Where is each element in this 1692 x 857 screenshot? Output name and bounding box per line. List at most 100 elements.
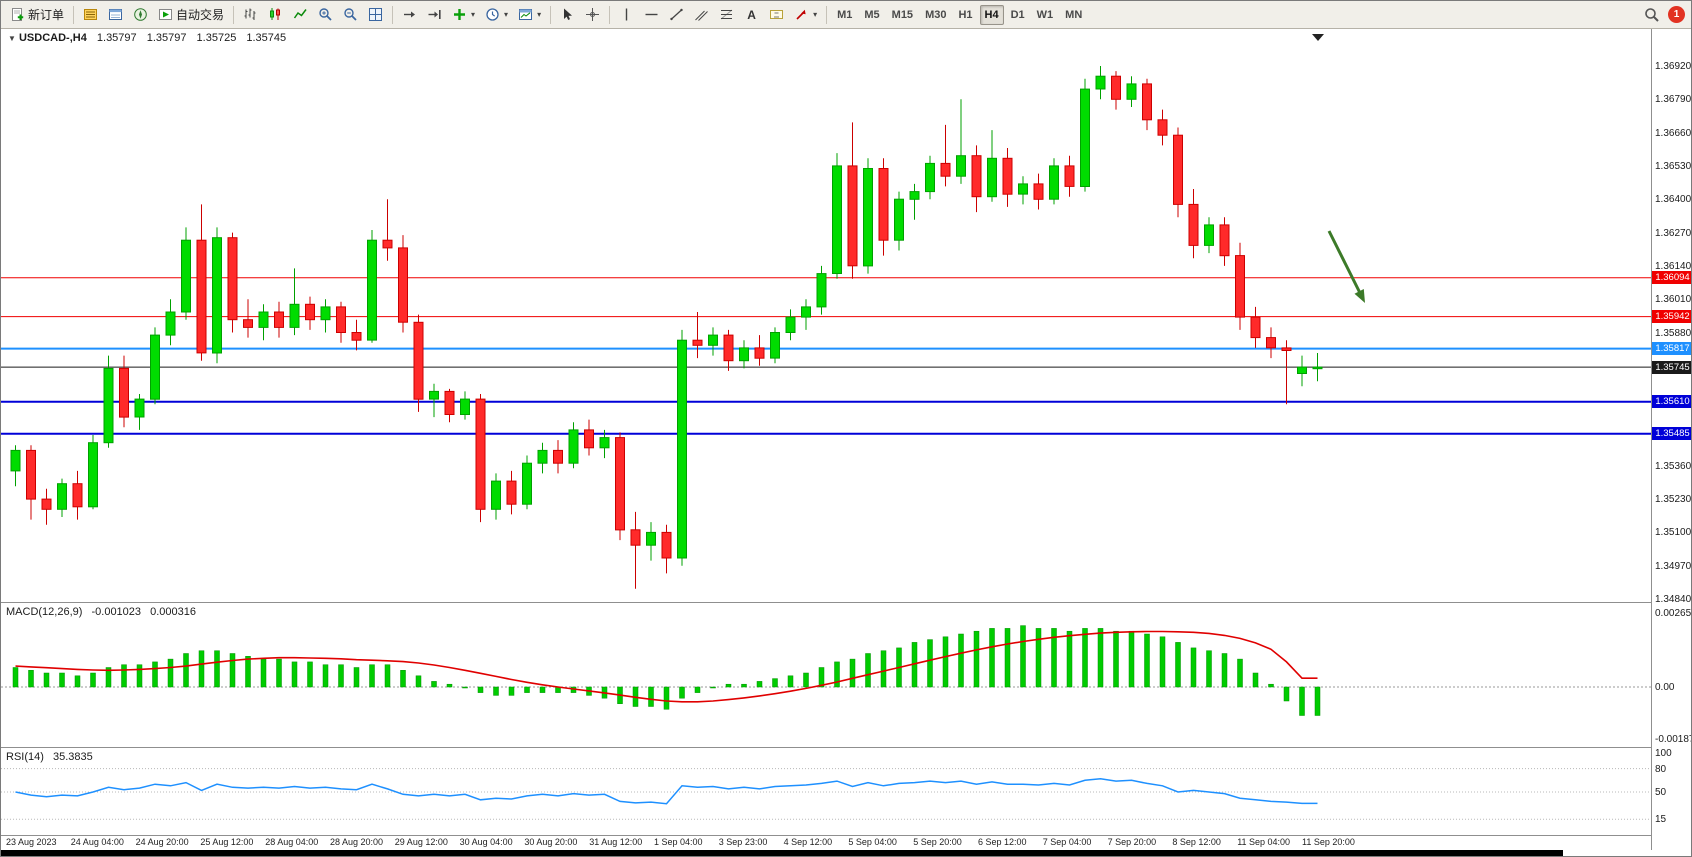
time-axis[interactable]: 23 Aug 2023 24 Aug 04:00 24 Aug 20:00 25 Au… bbox=[1, 836, 1651, 850]
notification-badge[interactable]: 1 bbox=[1668, 6, 1685, 23]
templates-button[interactable]: ▾ bbox=[514, 4, 545, 26]
axis-label: 1.36010 bbox=[1655, 294, 1692, 306]
macd-histogram-bar bbox=[756, 681, 763, 688]
toolbar-separator bbox=[826, 5, 828, 24]
macd-histogram-bar bbox=[865, 653, 871, 688]
fibonacci-button[interactable] bbox=[715, 4, 738, 26]
timeframe-button-d1[interactable]: D1 bbox=[1006, 5, 1030, 25]
data-window-button[interactable] bbox=[104, 4, 127, 26]
rsi-panel[interactable] bbox=[1, 748, 1651, 836]
macd-histogram-bar bbox=[1237, 658, 1243, 688]
time-axis-label: 24 Aug 20:00 bbox=[135, 837, 189, 847]
axis-label: 1.35360 bbox=[1655, 460, 1692, 472]
macd-canvas[interactable] bbox=[1, 603, 1651, 747]
timeframe-button-mn[interactable]: MN bbox=[1060, 5, 1087, 25]
line-chart-button[interactable] bbox=[289, 4, 312, 26]
candlestick bbox=[1266, 327, 1276, 359]
price-badge: 1.36094 bbox=[1652, 271, 1691, 285]
search-icon bbox=[1644, 7, 1659, 22]
bar-chart-button[interactable] bbox=[239, 4, 262, 26]
horizontal-line-button[interactable] bbox=[640, 4, 663, 26]
candlestick bbox=[41, 488, 52, 525]
price-axis[interactable]: 1.36920 1.36790 1.36660 1.36530 1.36400 1.362… bbox=[1652, 29, 1692, 850]
chevron-down-icon: ▾ bbox=[504, 10, 509, 19]
timeframe-button-h1[interactable]: H1 bbox=[953, 5, 977, 25]
zoom-out-button[interactable] bbox=[339, 4, 362, 26]
axis-label: 1.34840 bbox=[1655, 594, 1692, 605]
arrow-annotation-head[interactable] bbox=[1354, 289, 1366, 303]
main-chart-canvas[interactable] bbox=[1, 29, 1651, 602]
indicators-button[interactable]: ▾ bbox=[448, 4, 479, 26]
macd-name: MACD(12,26,9) bbox=[6, 606, 83, 618]
macd-panel[interactable] bbox=[1, 603, 1651, 748]
macd-histogram-bar bbox=[1144, 633, 1150, 688]
cursor-button[interactable] bbox=[556, 4, 579, 26]
search-button[interactable] bbox=[1640, 4, 1663, 26]
macd-histogram-bar bbox=[1299, 686, 1305, 716]
equidistant-channel-button[interactable] bbox=[690, 4, 713, 26]
toolbar-separator bbox=[73, 5, 75, 24]
zoom-in-button[interactable] bbox=[314, 4, 337, 26]
candlestick bbox=[429, 383, 439, 418]
candlestick bbox=[382, 199, 393, 261]
timeframe-button-w1[interactable]: W1 bbox=[1032, 5, 1059, 25]
time-axis-label: 29 Aug 12:00 bbox=[394, 837, 448, 847]
macd-histogram-bar bbox=[787, 675, 794, 688]
candlestick bbox=[491, 473, 501, 520]
macd-histogram-bar bbox=[477, 686, 484, 693]
chart-shift-marker[interactable] bbox=[1312, 34, 1324, 41]
timeframe-button-m30[interactable]: M30 bbox=[920, 5, 951, 25]
candlestick bbox=[1142, 78, 1152, 131]
candlestick bbox=[336, 301, 346, 343]
candlestick bbox=[1204, 217, 1214, 254]
macd-histogram-bar bbox=[927, 639, 933, 688]
axis-label: 1.36140 bbox=[1655, 260, 1692, 272]
periods-icon bbox=[485, 7, 500, 22]
auto-scroll-button[interactable] bbox=[398, 4, 421, 26]
text-label-button[interactable] bbox=[765, 4, 788, 26]
tile-windows-button[interactable] bbox=[364, 4, 387, 26]
macd-histogram-bar bbox=[803, 672, 809, 688]
rsi-canvas[interactable] bbox=[1, 748, 1651, 835]
macd-histogram-bar bbox=[152, 661, 158, 688]
main-chart-panel[interactable] bbox=[1, 29, 1651, 603]
timeframe-button-m1[interactable]: M1 bbox=[832, 5, 857, 25]
arrows-button[interactable]: ▾ bbox=[790, 4, 821, 26]
candlestick-chart-button[interactable] bbox=[264, 4, 287, 26]
new-order-button[interactable]: 新订单 bbox=[6, 4, 68, 26]
chart-shift-button[interactable] bbox=[423, 4, 446, 26]
candlestick bbox=[739, 340, 749, 369]
text-button[interactable]: A bbox=[740, 4, 763, 26]
macd-histogram-bar bbox=[121, 664, 127, 688]
market-watch-button[interactable] bbox=[79, 4, 102, 26]
navigator-button[interactable] bbox=[129, 4, 152, 26]
candlestick bbox=[816, 265, 827, 315]
rsi-value: 35.3835 bbox=[52, 751, 93, 763]
auto-scroll-icon bbox=[402, 7, 417, 22]
macd-histogram-bar bbox=[369, 664, 375, 688]
toolbar-separator bbox=[609, 5, 611, 24]
trendline-button[interactable] bbox=[665, 4, 688, 26]
chevron-down-icon: ▾ bbox=[813, 10, 818, 19]
candlestick bbox=[1173, 127, 1183, 218]
timeframe-button-m5[interactable]: M5 bbox=[859, 5, 884, 25]
text-icon: A bbox=[747, 7, 756, 22]
time-axis-label: 23 Aug 2023 bbox=[6, 837, 57, 847]
candlestick bbox=[227, 232, 238, 333]
chevron-down-icon[interactable]: ▼ bbox=[8, 34, 16, 43]
crosshair-button[interactable] bbox=[581, 4, 604, 26]
candlestick bbox=[894, 191, 904, 251]
candlestick bbox=[692, 312, 703, 359]
line-chart-icon bbox=[293, 7, 308, 22]
auto-trading-button[interactable]: 自动交易 bbox=[154, 4, 228, 26]
vertical-line-button[interactable] bbox=[615, 4, 638, 26]
candlestick bbox=[196, 204, 207, 361]
periods-button[interactable]: ▾ bbox=[481, 4, 512, 26]
macd-histogram-bar bbox=[1190, 647, 1197, 688]
macd-histogram-bar bbox=[384, 664, 391, 688]
timeframe-button-m15[interactable]: M15 bbox=[887, 5, 918, 25]
timeframe-button-h4[interactable]: H4 bbox=[979, 4, 1004, 25]
candlestick bbox=[863, 158, 873, 274]
arrow-annotation[interactable] bbox=[1327, 230, 1363, 296]
macd-histogram-bar bbox=[1159, 636, 1166, 688]
